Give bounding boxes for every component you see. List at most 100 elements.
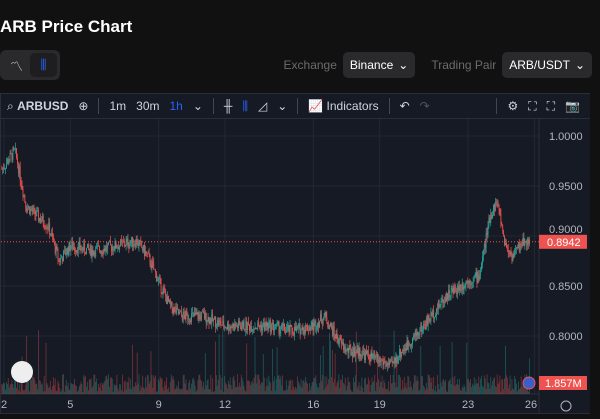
candle-body	[391, 359, 393, 363]
candle-body	[424, 325, 426, 330]
volume-bar	[122, 391, 124, 394]
add-compare-icon[interactable]: ⊕	[78, 99, 89, 113]
bars-icon[interactable]: ╫	[223, 99, 233, 113]
candles-icon[interactable]: ⫼	[30, 53, 57, 77]
volume-bar	[210, 374, 212, 394]
interval-1h[interactable]: 1h	[169, 99, 183, 113]
candle-body	[253, 328, 255, 330]
pair-dropdown[interactable]: ARB/USDT ⌄	[502, 52, 592, 78]
volume-bar	[88, 379, 90, 394]
volume-bar	[310, 386, 312, 394]
volume-bar	[41, 383, 43, 394]
camera-icon[interactable]: 📷	[565, 99, 580, 113]
candle-body	[91, 249, 93, 257]
area-icon[interactable]: ◿	[257, 99, 268, 113]
exchange-dropdown[interactable]: Binance ⌄	[342, 52, 416, 78]
volume-bar	[136, 352, 138, 394]
line-chart-icon[interactable]: 〽	[9, 58, 23, 74]
volume-bar	[110, 377, 112, 394]
volume-bar	[117, 388, 119, 394]
candle-body	[241, 326, 243, 331]
candle-body	[113, 249, 115, 251]
price-chart: ⌕ ARBUSD ⊕ 1m 30m 1h ⌄ ╫ ⫼ ◿ ⌄ 📈 Indicat…	[0, 93, 590, 414]
volume-bar	[142, 375, 144, 394]
redo-icon[interactable]: ↷	[419, 99, 430, 113]
volume-bar	[514, 375, 516, 394]
volume-bar	[314, 378, 316, 394]
candle-body	[447, 290, 449, 300]
symbol-search[interactable]: ⌕ ARBUSD	[7, 99, 68, 114]
candle-body	[290, 324, 292, 327]
interval-1m[interactable]: 1m	[109, 99, 127, 113]
interval-30m[interactable]: 30m	[136, 99, 160, 113]
pair-value: ARB/USDT	[509, 58, 570, 72]
candle-body	[179, 312, 180, 315]
volume-bar	[37, 388, 39, 394]
chevron-down-icon[interactable]: ⌄	[277, 99, 288, 113]
maximize-icon[interactable]: ⛶	[546, 98, 556, 113]
volume-bar	[239, 386, 241, 394]
volume-bar	[272, 348, 273, 394]
fullscreen-icon[interactable]: ⛶	[528, 98, 537, 113]
candle-body	[189, 319, 191, 321]
candle-body	[10, 153, 12, 154]
volume-bar	[15, 380, 17, 394]
volume-bar	[49, 387, 51, 394]
volume-bar	[180, 389, 181, 394]
candle-body	[498, 205, 500, 210]
indicators-button[interactable]: 📈 Indicators	[308, 99, 379, 113]
candle-body	[395, 356, 397, 363]
candle-body	[280, 329, 282, 331]
candle-body	[271, 324, 272, 332]
chevron-down-icon[interactable]: ⌄	[192, 99, 203, 113]
candle-body	[162, 288, 164, 294]
candle-body	[308, 327, 310, 331]
volume-bar	[527, 387, 528, 394]
volume-bar	[437, 384, 439, 394]
candle-body	[499, 209, 501, 214]
candle-body	[70, 247, 72, 251]
chevron-down-icon: ⌄	[398, 58, 409, 72]
volume-bar	[157, 379, 159, 394]
volume-bar	[133, 386, 134, 394]
candle-body	[303, 329, 305, 334]
candle-body	[387, 363, 389, 367]
candle-body	[178, 309, 179, 315]
volume-bar	[116, 374, 118, 394]
candle-body	[442, 299, 444, 303]
volume-bar	[298, 383, 300, 394]
candle-body	[471, 282, 473, 284]
candle-body	[278, 322, 280, 334]
volume-bar	[489, 388, 491, 394]
volume-bar	[129, 388, 131, 394]
volume-bar	[462, 388, 464, 394]
candle-body	[428, 315, 430, 321]
volume-bar	[27, 379, 28, 394]
candle-body	[123, 241, 125, 246]
plot-area[interactable]: 1.0000 0.9500 0.9000 0.8500 0.8000 2 5 9 12 16 19 2…	[1, 119, 591, 414]
volume-bar	[294, 389, 296, 394]
volume-bar	[356, 388, 358, 394]
volume-bar	[98, 384, 99, 394]
volume-bar	[495, 386, 497, 394]
candle-body	[472, 277, 474, 283]
volume-bar	[203, 381, 204, 394]
candle-body	[182, 311, 184, 321]
candles-icon[interactable]: ⫼	[242, 98, 248, 113]
candle-body	[216, 320, 218, 327]
volume-bar	[247, 380, 249, 394]
candle-body	[40, 221, 42, 223]
candle-body	[378, 359, 379, 363]
candle-body	[243, 321, 245, 330]
settings-icon[interactable]: ⚙	[507, 99, 519, 113]
candle-body	[168, 296, 169, 302]
candle-body	[346, 348, 348, 350]
candle-body	[446, 293, 447, 302]
candle-body	[40, 217, 41, 223]
candle-body	[462, 282, 464, 290]
candle-body	[211, 314, 213, 324]
volume-bar	[104, 380, 106, 394]
undo-icon[interactable]: ↶	[399, 99, 410, 113]
candle-body	[423, 324, 424, 330]
candle-body	[236, 325, 238, 327]
